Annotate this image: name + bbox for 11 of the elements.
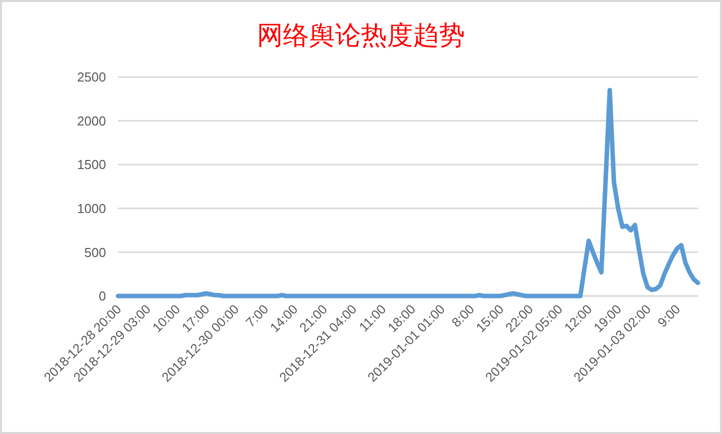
y-tick-label: 500 (84, 244, 106, 260)
x-tick-label: 8:00 (448, 302, 478, 330)
y-tick-label: 2500 (77, 70, 106, 85)
y-tick-label: 1500 (77, 157, 106, 172)
line-series (116, 88, 700, 298)
x-tick-label: 7:00 (242, 302, 272, 330)
y-tick-label: 1000 (77, 200, 106, 216)
chart-title: 网络舆论热度趋势 (257, 21, 465, 50)
y-tick-label: 0 (98, 288, 106, 304)
y-tick-label: 2000 (77, 113, 106, 128)
x-tick-label: 9:00 (654, 302, 684, 330)
